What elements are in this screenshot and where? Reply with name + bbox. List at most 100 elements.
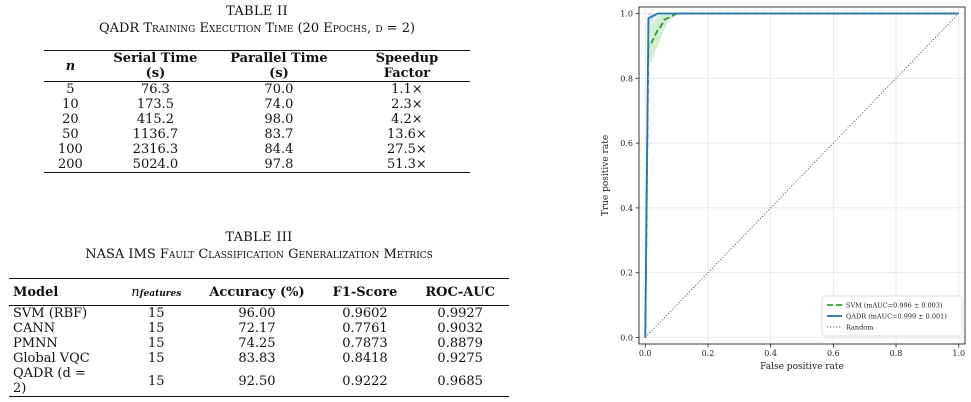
table-cell: 13.6× [386,127,427,142]
table-cell: PMNN [13,336,58,351]
roc-chart: 0.0 0.2 0.4 0.6 0.8 1.0 0.0 0.2 0.4 0.6 0.8 1.0 SVM … [601,6,966,372]
table-row: 5 76.3 70.0 1.1× [44,81,470,98]
series-line [644,12,959,338]
table-row: PMNN 15 74.25 0.7873 0.8879 [9,336,509,351]
table-cell: 92.50 [238,373,276,389]
table-ii-grid: n Serial Time (s) Parallel Time (s) Spee… [44,50,470,173]
table-cell: 20 [62,112,79,127]
table-cell: 72.17 [238,321,276,336]
table-iii: TABLE III NASA IMS Fault Classification … [4,230,514,397]
table-cell: 2.3× [391,97,423,112]
y-tick-label: 0.8 [620,74,633,83]
table-header-row: n Serial Time (s) Parallel Time (s) Spee… [44,50,470,82]
table-cell: 15 [148,373,165,389]
x-tick-label: 0.8 [890,349,903,358]
table-row: SVM (RBF) 15 96.00 0.9602 0.9927 [9,305,509,322]
legend-label: SVM (mAUC=0.996 ± 0.003) [846,302,943,310]
table-cell: 5024.0 [132,157,179,172]
table-cell: 0.9275 [437,351,483,366]
table-cell: 173.5 [136,97,175,112]
x-tick-label: 1.0 [952,349,965,358]
plot-area: 0.0 0.2 0.4 0.6 0.8 1.0 0.0 0.2 0.4 0.6 0.8 1.0 SVM … [620,6,966,358]
table-row: 100 2316.3 84.4 27.5× [44,142,470,157]
y-tick-label: 0.0 [620,334,633,343]
table-cell: 10 [62,97,79,112]
col-header: F1-Score [332,284,398,300]
col-header: ROC-AUC [425,284,495,300]
table-iii-number: TABLE III [225,230,293,245]
x-tick-label: 0.4 [764,349,777,358]
table-cell: 5 [66,82,75,97]
y-tick-label: 0.4 [620,204,633,213]
table-row: 10 173.5 74.0 2.3× [44,97,470,112]
x-tick-label: 0.0 [639,349,652,358]
table-cell: 98.0 [264,112,294,127]
col-header: Parallel Time (s) [230,51,328,81]
table-ii-number: TABLE II [226,4,288,19]
table-ii: TABLE II QADR Training Execution Time (2… [30,4,484,173]
table-row: 200 5024.0 97.8 51.3× [44,157,470,173]
legend-label: Random [846,324,873,332]
table-cell: 0.9927 [437,306,483,321]
y-axis-label: True positive rate [601,135,611,216]
table-cell: 74.25 [238,336,276,351]
table-cell: 84.4 [264,142,294,157]
table-cell: 1136.7 [132,127,179,142]
col-header: n [65,58,76,74]
table-cell: 200 [58,157,83,172]
y-tick-label: 0.6 [620,139,633,148]
col-header: Accuracy (%) [209,284,305,300]
table-cell: SVM (RBF) [13,306,88,321]
table-row: CANN 15 72.17 0.7761 0.9032 [9,321,509,336]
col-header: Model [13,284,59,300]
table-row: 50 1136.7 83.7 13.6× [44,127,470,142]
legend-box [821,295,963,337]
table-cell: 96.00 [238,306,276,321]
col-header: Speedup Factor [375,51,439,81]
table-cell: 1.1× [391,82,423,97]
table-cell: CANN [13,321,56,336]
y-tick-label: 1.0 [620,9,633,18]
table-cell: 0.9222 [342,373,388,389]
table-cell: 83.83 [238,351,276,366]
table-cell: 15 [148,306,165,321]
table-cell: 51.3× [386,157,427,172]
col-header: nfeatures [117,279,195,306]
x-axis-label: False positive rate [760,362,844,372]
table-row: Global VQC 15 83.83 0.8418 0.9275 [9,351,509,366]
table-cell: 97.8 [264,157,294,172]
x-tick-label: 0.2 [702,349,715,358]
table-cell: 100 [58,142,83,157]
table-cell: 50 [62,127,79,142]
table-cell: 15 [148,351,165,366]
table-cell: QADR (d = 2) [13,366,86,396]
col-header: Serial Time (s) [113,51,198,81]
table-cell: 4.2× [391,112,423,127]
table-ii-title: QADR Training Execution Time (20 Epochs,… [98,21,416,36]
legend-label: QADR (mAUC=0.999 ± 0.001) [846,313,947,321]
table-cell: 83.7 [264,127,294,142]
table-cell: 27.5× [386,142,427,157]
table-iii-title: NASA IMS Fault Classification Generaliza… [85,247,433,262]
table-cell: 0.7873 [342,336,388,351]
table-header-row: Model nfeatures Accuracy (%) F1-Score RO… [9,278,509,306]
x-tick-label: 0.6 [827,349,840,358]
plot-frame [638,6,966,345]
col-header-n: n [131,284,140,300]
series-line [644,13,960,338]
table-cell: Global VQC [13,351,90,366]
table-iii-body: SVM (RBF) 15 96.00 0.9602 0.9927 CANN 15 72.17 0… [9,305,509,397]
y-tick-label: 0.2 [620,269,633,278]
table-ii-body: 5 76.3 70.0 1.1× 10 173.5 74.0 2.3× 20 415.2 98.0 4… [44,81,470,173]
table-cell: 15 [148,336,165,351]
table-cell: 0.7761 [342,321,388,336]
table-iii-grid: Model nfeatures Accuracy (%) F1-Score RO… [9,278,509,397]
table-cell: 0.9602 [342,306,388,321]
table-row: 20 415.2 98.0 4.2× [44,112,470,127]
table-cell: 76.3 [140,82,170,97]
table-cell: 415.2 [136,112,175,127]
table-cell: 0.8418 [342,351,388,366]
table-cell: 70.0 [264,82,294,97]
table-cell: 15 [148,321,165,336]
table-cell: 74.0 [264,97,294,112]
